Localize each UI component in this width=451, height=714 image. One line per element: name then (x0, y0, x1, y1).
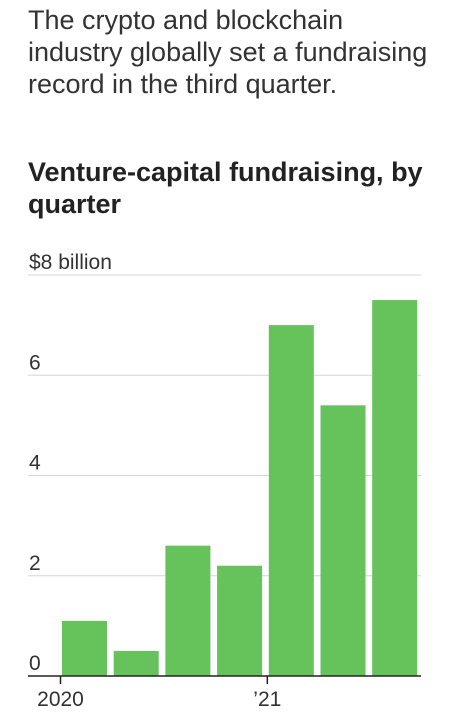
y-tick-label-2: 2 (29, 552, 41, 575)
bar-7 (372, 300, 418, 676)
bars (62, 300, 418, 676)
bar-6 (320, 405, 366, 676)
bar-4 (217, 565, 263, 676)
y-tick-label-4: 4 (29, 452, 41, 475)
y-tick-label-0: 0 (29, 652, 41, 675)
x-axis-ticks: 2020 ’21 (37, 676, 281, 711)
bar-3 (165, 545, 211, 676)
chart-title: Venture-capital fundraising, by quarter (28, 157, 423, 219)
y-tick-label-8: $8 billion (29, 251, 112, 274)
bar-2 (113, 650, 159, 676)
x-tick-label-0: 2020 (37, 688, 84, 711)
x-tick-label-1: ’21 (253, 688, 281, 711)
bar-5 (268, 325, 314, 676)
y-axis-labels: 0 2 4 6 $8 billion (29, 251, 112, 675)
y-tick-label-6: 6 (29, 351, 41, 374)
chart-subtitle: The crypto and blockchain industry globa… (28, 5, 428, 99)
bar-1 (62, 620, 107, 676)
